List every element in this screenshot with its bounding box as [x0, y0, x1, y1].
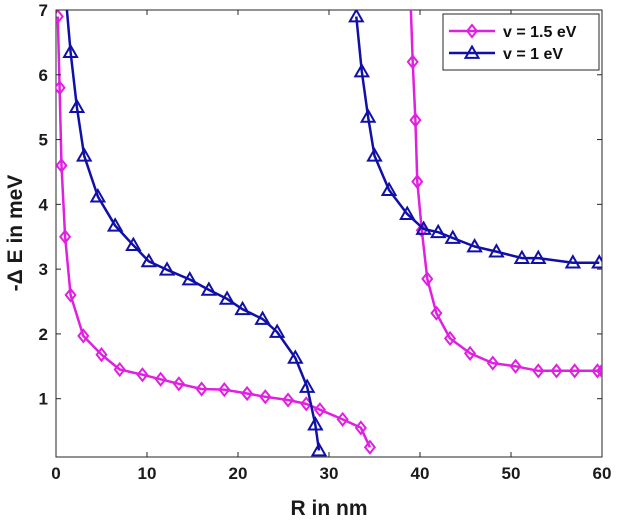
data-point [363, 439, 377, 455]
data-point [158, 261, 176, 276]
y-tick-label: 7 [39, 1, 48, 20]
data-point [415, 220, 432, 235]
data-point [77, 328, 90, 344]
y-axis-title: -Δ E in meV [4, 175, 27, 292]
data-point [310, 442, 328, 457]
data-point [399, 205, 416, 220]
data-point [154, 371, 167, 387]
x-tick-label: 30 [320, 464, 339, 483]
x-tick-label: 60 [593, 464, 612, 483]
series-2 [62, 10, 602, 457]
data-point [106, 217, 124, 232]
data-point [281, 392, 295, 408]
data-point [509, 358, 522, 374]
y-tick-label: 2 [39, 325, 48, 344]
series-line-segment [355, 16, 600, 264]
data-point [56, 80, 66, 96]
data-point [172, 376, 185, 392]
series-line-segment [56, 16, 372, 448]
data-point [59, 229, 72, 245]
y-tick-label: 4 [39, 195, 49, 214]
data-point [313, 402, 326, 418]
y-tick-label: 6 [39, 66, 48, 85]
data-point [488, 243, 505, 258]
x-tick-label: 0 [51, 464, 60, 483]
legend-box [442, 13, 600, 71]
y-tick-label: 3 [39, 260, 48, 279]
data-point [430, 305, 443, 321]
series-line-segment [65, 10, 321, 451]
data-point [595, 363, 602, 379]
data-point [140, 252, 158, 268]
data-point [366, 147, 383, 162]
data-point [56, 157, 68, 174]
data-point [466, 237, 483, 253]
data-point [591, 254, 602, 269]
data-point [564, 254, 582, 269]
data-point [234, 300, 251, 316]
y-tick-label: 5 [39, 131, 48, 150]
data-point [298, 378, 316, 393]
x-tick-label: 20 [229, 464, 248, 483]
x-tick-label: 10 [138, 464, 157, 483]
data-point [353, 63, 370, 78]
data-point [348, 10, 365, 23]
data-point [200, 281, 218, 296]
data-point [513, 249, 531, 264]
data-point [62, 43, 79, 58]
data-point [406, 54, 419, 70]
data-point [113, 361, 126, 378]
data-point [532, 363, 545, 379]
data-point [421, 271, 434, 287]
plot-area [55, 9, 603, 458]
y-tick-label: 1 [39, 390, 48, 409]
data-point [89, 188, 107, 203]
legend-entry-label: v = 1.5 eV [503, 24, 577, 41]
data-point [409, 112, 422, 128]
data-point [354, 420, 367, 436]
ticks-layer: 0 10 20 30 40 50 60 1 2 3 4 5 6 7 [39, 1, 612, 483]
data-point [68, 98, 86, 114]
x-tick-label: 40 [411, 464, 430, 483]
data-point [218, 382, 231, 398]
data-point [463, 345, 477, 361]
data-point [287, 349, 304, 364]
data-point [591, 363, 602, 379]
data-point [443, 330, 457, 347]
data-point [486, 355, 499, 371]
series-1 [56, 10, 602, 455]
x-axis-title: R in nm [291, 497, 368, 520]
series-line-segment [409, 10, 602, 373]
data-point [411, 174, 424, 190]
data-point [56, 10, 64, 25]
data-point [444, 229, 461, 244]
data-point [380, 181, 398, 196]
data-point [125, 236, 142, 252]
data-point [530, 249, 547, 264]
data-point [254, 310, 271, 325]
data-point [136, 367, 149, 383]
data-point [550, 363, 563, 379]
data-point [64, 287, 77, 303]
data-point [307, 416, 324, 431]
data-point [429, 223, 447, 239]
legend-entry-label: v = 1 eV [503, 46, 563, 63]
data-point [95, 347, 108, 363]
legend-marker [463, 44, 481, 59]
data-point [568, 363, 581, 379]
data-point [181, 270, 198, 286]
legend: v = 1.5 eV v = 1 eV [442, 13, 600, 71]
data-point [218, 290, 236, 305]
data-point [241, 385, 254, 402]
series-layer [56, 10, 602, 457]
data-point [336, 411, 349, 428]
data-point [259, 389, 272, 405]
data-point [359, 108, 377, 123]
legend-marker [465, 23, 479, 39]
data-point [75, 147, 93, 162]
data-point [195, 381, 208, 397]
data-point [268, 323, 286, 338]
x-tick-label: 50 [502, 464, 521, 483]
